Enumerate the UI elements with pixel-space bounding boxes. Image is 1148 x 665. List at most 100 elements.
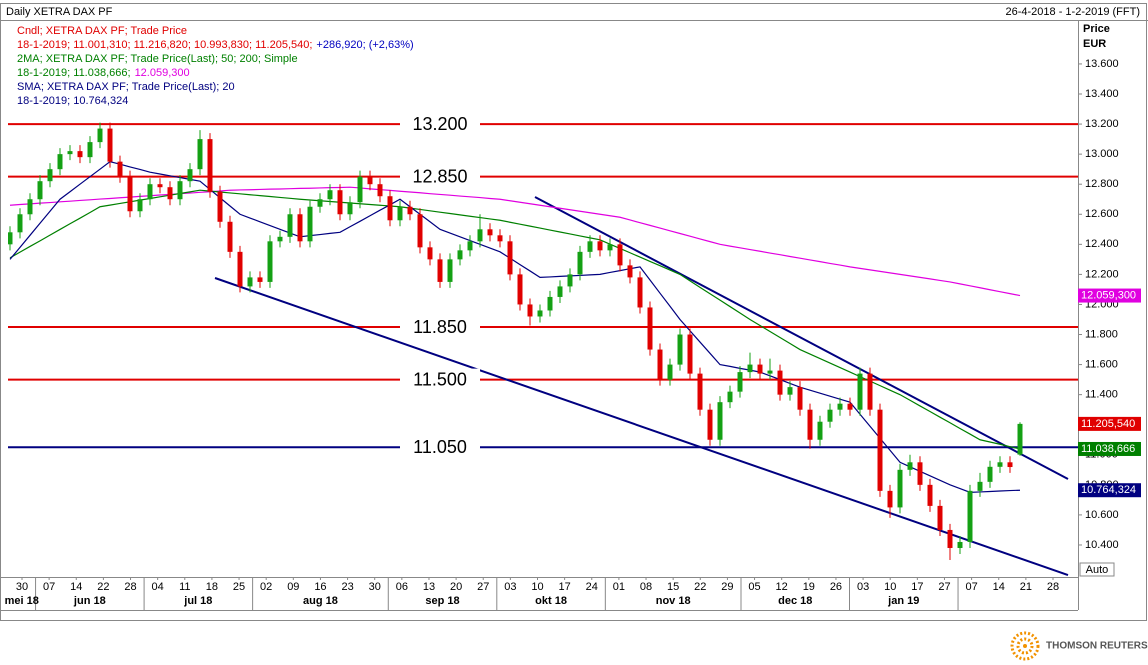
x-tick-label: 28 (124, 581, 136, 593)
legend-line: 2MA; XETRA DAX PF; Trade Price(Last); 50… (17, 53, 298, 65)
candle-body (87, 142, 93, 158)
legend-text: 18-1-2019; 10.764,324 (17, 95, 128, 107)
candle-body (177, 181, 183, 200)
value-tag-label: 10.764,324 (1081, 484, 1136, 496)
candle-body (547, 296, 553, 311)
logo-ring (1016, 637, 1034, 655)
x-tick-label: 06 (396, 581, 408, 593)
candle-body (497, 235, 503, 242)
y-axis-title: Price (1083, 23, 1110, 35)
candle-body (727, 391, 733, 403)
plot-area (8, 122, 1078, 576)
x-tick-label: 05 (748, 581, 760, 593)
candle-body (717, 402, 723, 440)
candle-body (837, 403, 843, 410)
level-label: 11.050 (413, 437, 467, 457)
x-tick-label: 15 (667, 581, 679, 593)
legend-text: 2MA; XETRA DAX PF; Trade Price(Last); 50… (17, 53, 298, 65)
candle-body (897, 469, 903, 508)
candle-body (877, 409, 883, 491)
candle-body (47, 169, 53, 182)
level-label: 11.500 (413, 369, 467, 389)
y-tick-label: 12.800 (1085, 178, 1119, 190)
auto-button[interactable] (1079, 562, 1115, 577)
candle-body (607, 244, 613, 251)
candle-body (127, 176, 133, 212)
level-label-bg (400, 436, 480, 459)
x-tick-label: 18 (206, 581, 218, 593)
candle-body (257, 277, 263, 282)
y-tick-label: 12.400 (1085, 238, 1119, 250)
candle-body (317, 199, 323, 207)
x-tick-label: 13 (423, 581, 435, 593)
month-label: jun 18 (73, 595, 106, 607)
candle-body (467, 241, 473, 251)
candle-body (517, 274, 523, 305)
x-tick-label: 23 (341, 581, 353, 593)
candle-body (237, 251, 243, 287)
candle-body (157, 184, 163, 188)
candle-body (227, 221, 233, 252)
candle-body (587, 241, 593, 252)
candle-body (297, 214, 303, 242)
candle-body (857, 373, 863, 410)
candle-body (697, 373, 703, 410)
y-tick-label: 11.400 (1085, 389, 1118, 401)
x-tick-label: 01 (613, 581, 625, 593)
x-tick-label: 17 (911, 581, 923, 593)
x-tick-label: 14 (70, 581, 82, 593)
y-tick-label: 10.400 (1085, 539, 1119, 551)
level-label: 11.850 (413, 317, 467, 337)
auto-button-label[interactable]: Auto (1086, 564, 1109, 576)
y-tick-label: 13.600 (1085, 58, 1119, 70)
x-tick-label: 27 (477, 581, 489, 593)
x-tick-label: 20 (450, 581, 462, 593)
level-label-bg (400, 316, 480, 339)
level-label-bg (400, 165, 480, 188)
candle-body (767, 370, 773, 374)
legend-text: 18-1-2019; 11.038,666; (17, 67, 131, 79)
candle-body (447, 259, 453, 282)
logo-ring (1010, 631, 1040, 661)
candle-body (817, 421, 823, 440)
legend-text: +286,920; (+2,63%) (316, 39, 413, 51)
candle-body (947, 529, 953, 548)
x-tick-label: 29 (721, 581, 733, 593)
candle-body (247, 277, 253, 287)
footer-logo (1010, 631, 1040, 661)
candle-body (597, 241, 603, 251)
x-tick-label: 30 (16, 581, 28, 593)
value-tag (1078, 483, 1141, 498)
legend-line: 18-1-2019; 11.001,310; 11.216,820; 10.99… (17, 39, 414, 51)
value-tag-label: 11.038,666 (1081, 443, 1135, 455)
candle-body (1017, 423, 1023, 455)
candle-body (867, 373, 873, 410)
level-label-bg (400, 368, 480, 391)
candle-body (957, 541, 963, 548)
y-tick-label: 11.800 (1085, 328, 1118, 340)
candle-body (8, 232, 13, 245)
candle-body (707, 409, 713, 440)
candle-body (977, 481, 983, 491)
candle-body (357, 176, 363, 203)
value-tag-label: 11.205,540 (1081, 418, 1135, 430)
y-tick-label: 13.000 (1085, 148, 1119, 160)
candle-body (747, 364, 753, 373)
candle-body (617, 244, 623, 266)
frame (0, 3, 1147, 621)
legend: Cndl; XETRA DAX PF; Trade Price 18-1-2019… (17, 25, 414, 107)
candle-body (67, 151, 73, 155)
y-tick-label: 11.600 (1085, 358, 1118, 370)
candle-body (927, 484, 933, 506)
candle-body (967, 490, 973, 542)
candle-body (477, 229, 483, 242)
candle-body (827, 409, 833, 422)
footer-brand: THOMSON REUTERS (1046, 641, 1148, 652)
candle-body (37, 181, 43, 200)
legend-text: 12.059,300 (135, 67, 190, 79)
x-tick-label: 08 (640, 581, 652, 593)
candle-body (907, 462, 913, 470)
